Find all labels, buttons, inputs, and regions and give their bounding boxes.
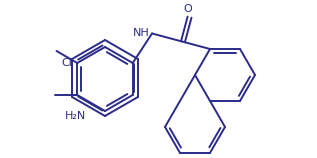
Text: Cl: Cl <box>61 58 72 68</box>
Text: O: O <box>183 4 192 14</box>
Text: H₂N: H₂N <box>65 111 86 121</box>
Text: NH: NH <box>133 28 150 38</box>
